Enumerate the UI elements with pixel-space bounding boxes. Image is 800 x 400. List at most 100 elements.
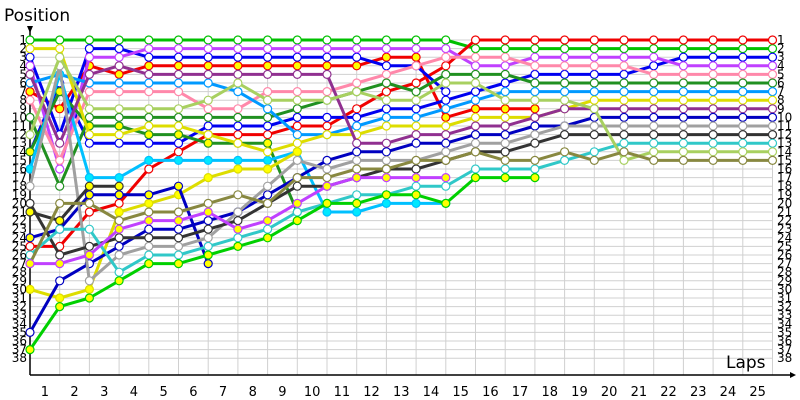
y-tick-label-left: 30 <box>12 282 27 296</box>
data-point <box>678 130 689 140</box>
y-axis-arrow <box>27 26 33 33</box>
data-point <box>263 86 273 97</box>
data-point <box>352 147 362 157</box>
data-point <box>144 198 154 208</box>
data-point <box>708 43 718 54</box>
data-point <box>678 86 689 97</box>
data-point <box>411 164 421 174</box>
data-point <box>381 173 391 183</box>
data-point <box>708 112 718 123</box>
data-point <box>203 155 213 165</box>
data-point <box>84 276 95 286</box>
data-point <box>649 78 659 88</box>
data-point <box>352 190 362 200</box>
data-point <box>25 207 35 217</box>
data-point <box>25 86 35 97</box>
data-point <box>203 104 213 114</box>
data-point <box>173 224 184 234</box>
data-point <box>322 35 332 45</box>
data-point <box>352 155 362 165</box>
series-line <box>28 72 773 188</box>
data-point <box>767 112 778 123</box>
data-point <box>441 35 451 45</box>
data-point <box>322 207 332 217</box>
data-point <box>84 138 95 148</box>
data-point <box>114 52 124 62</box>
data-point <box>84 207 95 217</box>
x-tick-label: 21 <box>631 385 648 400</box>
data-point <box>292 43 302 54</box>
data-point <box>589 69 599 80</box>
data-point <box>500 155 510 165</box>
data-point <box>649 104 659 114</box>
data-point <box>619 95 629 105</box>
y-tick-label-left: 4 <box>19 59 27 73</box>
data-point <box>292 181 302 191</box>
y-tick-label-right: 32 <box>777 300 792 314</box>
data-point <box>114 104 124 114</box>
y-tick-label-right: 17 <box>777 171 792 185</box>
y-tick-label-right: 2 <box>777 42 785 56</box>
y-tick-label-right: 15 <box>777 153 792 167</box>
data-point <box>144 35 154 45</box>
series-line <box>29 150 299 300</box>
data-point <box>500 69 510 80</box>
data-point <box>203 69 213 80</box>
data-point <box>678 61 689 71</box>
data-point <box>25 95 35 105</box>
data-point <box>292 147 302 157</box>
y-tick-label-right: 14 <box>777 145 792 159</box>
data-point <box>619 86 629 97</box>
data-point <box>589 86 599 97</box>
y-tick-label-left: 24 <box>12 231 27 245</box>
series-23 <box>25 173 451 269</box>
data-point <box>114 78 124 88</box>
data-point <box>530 69 540 80</box>
data-point <box>649 86 659 97</box>
data-point <box>381 35 391 45</box>
data-point <box>441 52 451 62</box>
data-point <box>173 138 184 148</box>
data-point <box>589 121 599 131</box>
x-tick-label: 6 <box>189 385 197 400</box>
y-tick-label-right: 10 <box>777 110 792 124</box>
data-point <box>500 121 510 131</box>
data-point <box>381 112 391 123</box>
data-point <box>114 181 124 191</box>
data-point <box>352 112 362 123</box>
data-point <box>292 104 302 114</box>
data-point <box>173 35 184 45</box>
data-point <box>441 78 451 88</box>
series-22 <box>25 147 778 269</box>
data-point <box>678 69 689 80</box>
data-point <box>114 207 124 217</box>
data-point <box>589 43 599 54</box>
y-tick-label-left: 6 <box>19 76 27 90</box>
data-point <box>589 147 599 157</box>
data-point <box>738 69 748 80</box>
data-point <box>708 155 718 165</box>
data-point <box>530 86 540 97</box>
data-point <box>411 104 421 114</box>
data-point <box>84 52 95 62</box>
data-point <box>708 104 718 114</box>
series-line <box>28 55 773 162</box>
y-tick-label-left: 31 <box>12 291 27 305</box>
data-point <box>25 241 35 251</box>
y-tick-label-right: 33 <box>777 308 792 322</box>
data-point <box>173 121 184 131</box>
y-tick-label-left: 36 <box>12 334 27 348</box>
data-point <box>263 216 273 226</box>
data-point <box>470 104 481 114</box>
series-line <box>28 150 773 265</box>
data-point <box>322 181 332 191</box>
series-line <box>28 55 773 153</box>
data-point <box>767 130 778 140</box>
data-point <box>25 52 35 62</box>
data-point <box>203 233 213 243</box>
data-point <box>589 35 599 45</box>
y-tick-label-right: 26 <box>777 248 792 262</box>
data-point <box>352 164 362 174</box>
y-tick-label-right: 30 <box>777 282 792 296</box>
data-point <box>292 95 302 105</box>
